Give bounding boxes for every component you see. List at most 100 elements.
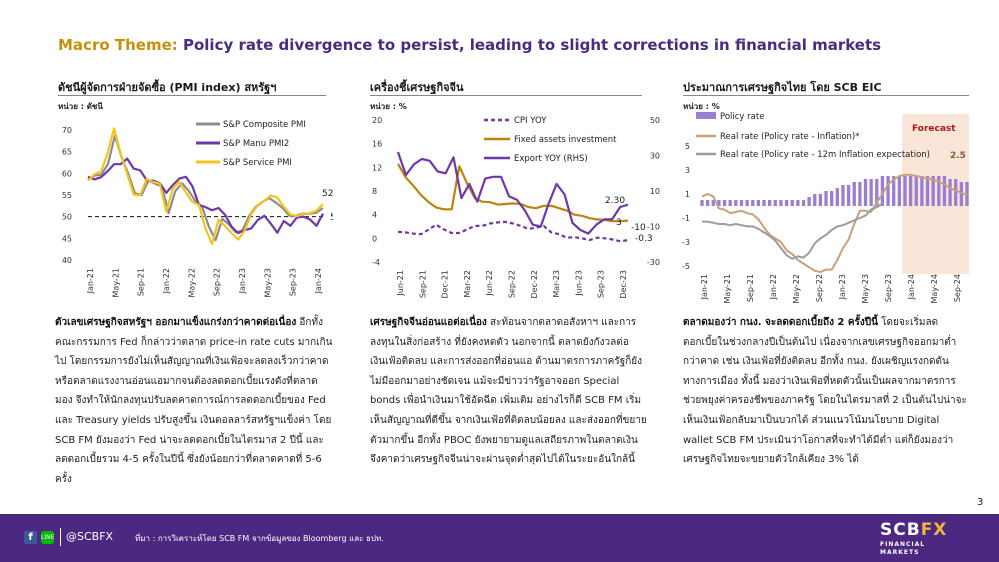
policy-rate-bar [869,179,873,206]
policy-rate-bar [931,176,935,206]
y-tick-label: -4 [372,258,380,267]
legend-label: Export YOY (RHS) [514,154,588,164]
logo-sub1: FINANCIAL [880,541,926,548]
policy-rate-bar [734,200,738,206]
policy-rate-bar [756,200,761,206]
logo-main: SCB [880,520,921,540]
social-handle[interactable]: @SCBFX [66,530,114,543]
footer-bar: f LINE @SCBFX ที่มา : การวิเคราะห์โดย SC… [0,514,999,562]
legend-label: S&P Manu PMI2 [223,139,289,149]
y-tick-label: 16 [372,140,382,149]
x-tick-label: Sep-23 [597,270,606,298]
policy-rate-bar [784,200,789,206]
panel-title: ดัชนีผู้จัดการฝ่ายจัดซื้อ (PMI index) สห… [58,81,277,94]
policy-rate-bar [863,179,868,206]
policy-rate-bar [858,182,862,206]
policy-rate-bar [835,188,839,206]
series-line [397,220,629,243]
theme-text: Policy rate divergence to persist, leadi… [177,36,882,54]
policy-rate-bar [954,179,958,206]
series-line [87,157,324,235]
policy-rate-bar [903,176,907,206]
page-number: 3 [977,497,984,508]
policy-rate-bar [722,200,727,206]
series-line [397,163,629,223]
y-tick-label: 12 [372,163,382,172]
policy-rate-bar [920,176,924,206]
legend-label: CPI YOY [514,116,547,126]
data-label: 2.5 [950,151,966,161]
y-tick-label: 4 [372,211,377,220]
paragraph-lead: ตัวเลขเศรษฐกิจสหรัฐฯ ออกมาแข็งแกร่งกว่าค… [55,317,297,328]
policy-rate-bar [875,179,879,206]
x-tick-label: Dec-21 [441,270,450,299]
x-tick-label: Dec-23 [619,270,628,299]
y-tick-label: 1 [685,190,690,199]
data-label: 2.30 [605,196,625,206]
data-label: 3 [616,218,622,228]
legend-label: Real rate (Policy rate - Inflation)* [720,132,860,142]
y-tick-label: 5 [685,142,690,151]
y-tick-label: 60 [62,169,72,178]
policy-rate-bar [841,185,845,206]
policy-rate-bar [818,194,823,206]
y-tick-label: 40 [62,256,72,265]
policy-rate-bar [790,200,794,206]
legend-label: S&P Service PMI [223,158,292,168]
x-tick-label: May-23 [861,274,870,303]
y-tick-label: 55 [62,191,72,200]
policy-rate-bar [824,191,828,206]
logo-sub2: MARKETS [880,549,920,556]
policy-rate-bar [773,200,777,206]
series-line [87,127,324,246]
series-line [701,173,968,273]
x-tick-label: May-21 [111,268,120,297]
scbfx-logo: SCBFX [880,520,947,540]
policy-rate-bar [908,176,913,206]
policy-rate-bar [914,176,918,206]
x-tick-label: Jun-23 [574,270,583,297]
policy-rate-bar [886,176,890,206]
x-tick-label: Mar-23 [552,270,561,298]
legend-label: Policy rate [720,112,764,122]
data-label: -0.3 [635,234,653,244]
title-divider [58,95,326,96]
y-tick-label: 65 [62,148,72,157]
policy-rate-bar [965,182,969,206]
series-line [702,202,883,260]
x-tick-label: Jan-22 [162,268,171,294]
legend-swatch [696,112,716,119]
y-tick-label: -5 [682,262,690,271]
data-label: 50 [330,213,333,223]
x-tick-label: Sep-23 [884,274,893,302]
y-tick-label: 50 [62,213,72,222]
paragraph-thai: ตลาดมองว่า กนง. จะลดดอกเบี้ยถึง 2 ครั้งป… [683,313,968,470]
x-tick-label: Sep-24 [953,274,962,302]
facebook-icon[interactable]: f [24,531,37,544]
logo-subtitle: FINANCIAL MARKETS [880,541,925,557]
x-tick-label: Dec-22 [530,270,539,299]
x-tick-label: Sep-22 [508,270,517,298]
paragraph-us: ตัวเลขเศรษฐกิจสหรัฐฯ ออกมาแข็งแกร่งกว่าค… [55,313,335,489]
page-title: Macro Theme: Policy rate divergence to p… [58,36,881,54]
paragraph-china: เศรษฐกิจจีนอ่อนแอต่อเนื่อง สะท้อนจากตลาด… [370,313,650,470]
y-tick-label: -3 [682,238,690,247]
paragraph-lead: ตลาดมองว่า กนง. จะลดดอกเบี้ยถึง 2 ครั้งป… [683,317,878,328]
x-tick-label: Jan-23 [838,274,847,300]
divider [60,528,61,546]
x-tick-label: Jan-21 [86,268,95,294]
data-label: -10 [631,223,646,233]
legend-label: Fixed assets investment [514,135,617,145]
x-tick-label: Jan-24 [907,274,916,300]
policy-rate-bar [813,194,817,206]
policy-rate-bar [959,182,964,206]
x-tick-label: Sep-21 [418,270,427,298]
paragraph-body: สะท้อนจากตลาดอสังหาฯ และการลงทุนในสิ่งก่… [370,317,647,466]
policy-rate-bar [892,176,896,206]
policy-rate-bar [852,182,856,206]
line-icon[interactable]: LINE [41,531,54,544]
policy-rate-bar [739,200,744,206]
policy-rate-bar [745,200,749,206]
policy-rate-bar [796,200,800,206]
policy-rate-bar [700,200,704,206]
